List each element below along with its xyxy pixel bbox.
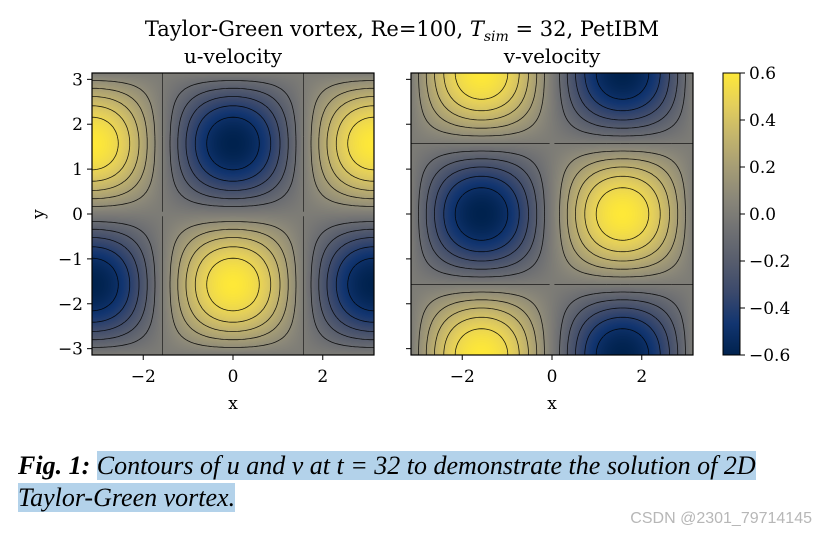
x-tick-label: −2 <box>450 367 475 387</box>
colorbar-tick-label: −0.2 <box>749 252 790 272</box>
contour-line <box>454 72 650 356</box>
v-velocity-panel: v-velocity −2 0 2 x <box>406 44 694 414</box>
contour-line <box>92 105 374 323</box>
colorbar-tick-label: 0.0 <box>749 205 776 225</box>
y-tick-label: 1 <box>72 160 83 180</box>
contour-line <box>418 73 686 355</box>
contour-line <box>425 73 679 355</box>
watermark: CSDN @2301_79714145 <box>630 510 812 527</box>
contour-line <box>454 72 650 356</box>
v-heatmap <box>411 73 693 355</box>
contour-line <box>92 87 374 341</box>
figure-title: Taylor-Green vortex, Re=100, Tsim = 32, … <box>145 17 659 45</box>
u-axes: −2 0 2 −3 −2 −1 0 1 2 3 <box>58 70 328 387</box>
contour-line <box>92 80 374 348</box>
y-tick-label: −2 <box>58 295 83 315</box>
contour-line <box>443 73 661 355</box>
contour-line <box>92 87 374 341</box>
colorbar-tick-label: −0.4 <box>749 299 790 319</box>
y-tick-label: 2 <box>72 115 83 135</box>
contour-line <box>425 73 679 355</box>
contour-line <box>91 116 375 312</box>
x-tick-label: 2 <box>636 367 647 387</box>
contour-line <box>443 73 661 355</box>
colorbar-tick-label: 0.2 <box>749 158 776 178</box>
colorbar-tick-label: 0.4 <box>749 111 776 131</box>
v-panel-title: v-velocity <box>503 44 601 68</box>
colorbar-ticks: 0.6 0.4 0.2 0.0 −0.2 −0.4 −0.6 <box>740 64 790 366</box>
x-tick-label: 0 <box>228 367 239 387</box>
x-tick-label: 2 <box>317 367 328 387</box>
v-axes: −2 0 2 <box>406 78 647 387</box>
contour-line <box>411 143 693 285</box>
y-tick-label: 0 <box>72 205 83 225</box>
v-contour-lines <box>411 72 693 356</box>
contour-line <box>92 96 374 332</box>
x-tick-label: 0 <box>547 367 558 387</box>
x-tick-label: −2 <box>131 367 156 387</box>
u-panel-title: u-velocity <box>184 44 283 68</box>
caption-label: Fig. 1: <box>18 451 91 480</box>
figure-caption: Fig. 1: Contours of u and v at t = 32 to… <box>18 450 818 514</box>
u-heatmap <box>92 73 374 355</box>
colorbar: 0.6 0.4 0.2 0.0 −0.2 −0.4 −0.6 <box>722 64 790 366</box>
colorbar-tick-label: −0.6 <box>749 346 790 366</box>
figure: Taylor-Green vortex, Re=100, Tsim = 32, … <box>29 17 790 414</box>
y-tick-label: −3 <box>58 340 83 360</box>
u-contour-lines <box>91 73 375 355</box>
v-x-axis-label: x <box>547 394 557 414</box>
contour-line <box>92 96 374 332</box>
contour-line <box>162 73 304 355</box>
u-x-axis-label: x <box>228 394 238 414</box>
contour-line <box>418 73 686 355</box>
colorbar-gradient <box>722 72 741 356</box>
y-tick-label: 3 <box>72 70 83 90</box>
caption-text: Contours of u and v at t = 32 to demonst… <box>18 451 756 512</box>
contour-line <box>92 105 374 323</box>
contour-line <box>434 73 670 355</box>
contour-line <box>91 116 375 312</box>
y-tick-label: −1 <box>58 250 83 270</box>
colorbar-tick-label: 0.6 <box>749 64 776 84</box>
contour-line <box>434 73 670 355</box>
u-velocity-panel: u-velocity −2 0 2 −3 −2 −1 0 1 2 3 x y <box>29 44 375 414</box>
u-y-axis-label: y <box>29 209 49 220</box>
contour-line <box>92 80 374 348</box>
